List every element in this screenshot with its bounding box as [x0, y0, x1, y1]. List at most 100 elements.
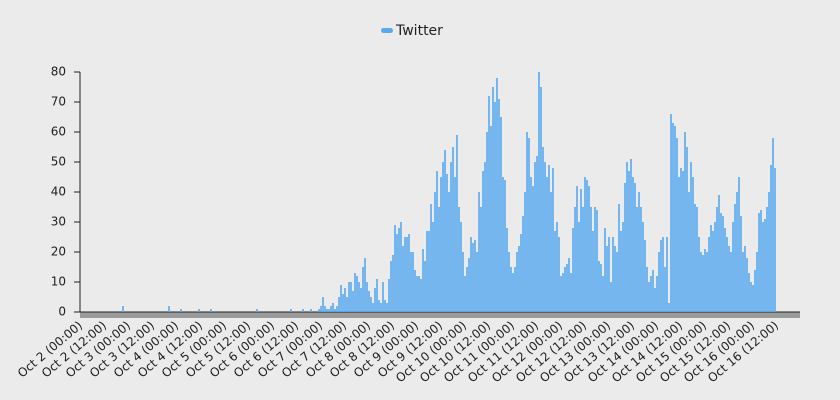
bar — [642, 222, 644, 312]
y-tick-label: 70 — [51, 95, 66, 109]
bar — [366, 282, 368, 312]
bar — [362, 267, 364, 312]
bar — [590, 207, 592, 312]
bar — [418, 276, 420, 312]
bar — [384, 300, 386, 312]
bar — [322, 297, 324, 312]
bar — [458, 207, 460, 312]
bar — [434, 192, 436, 312]
bar — [618, 204, 620, 312]
bar — [478, 192, 480, 312]
bar — [536, 156, 538, 312]
bar — [744, 246, 746, 312]
bar — [656, 276, 658, 312]
bar — [554, 231, 556, 312]
bar — [698, 237, 700, 312]
bar — [644, 240, 646, 312]
bar — [598, 261, 600, 312]
bar — [676, 138, 678, 312]
bar — [432, 222, 434, 312]
bar — [570, 273, 572, 312]
bar — [768, 192, 770, 312]
bar — [654, 288, 656, 312]
bar — [442, 162, 444, 312]
bar — [486, 132, 488, 312]
bar — [328, 309, 330, 312]
bar — [718, 195, 720, 312]
bar — [620, 231, 622, 312]
bar — [372, 303, 374, 312]
bar — [338, 297, 340, 312]
bar — [498, 99, 500, 312]
bar — [516, 252, 518, 312]
bar — [406, 237, 408, 312]
bar — [364, 258, 366, 312]
bar — [762, 222, 764, 312]
bar — [494, 102, 496, 312]
bar — [474, 240, 476, 312]
bar — [290, 309, 292, 312]
y-tick-label: 10 — [51, 275, 66, 289]
bar — [402, 246, 404, 312]
bar — [538, 72, 540, 312]
bar — [612, 237, 614, 312]
bar — [476, 252, 478, 312]
bar — [332, 303, 334, 312]
bar — [602, 276, 604, 312]
bar — [688, 192, 690, 312]
bar — [648, 282, 650, 312]
bar — [378, 300, 380, 312]
bar — [730, 252, 732, 312]
bar — [392, 255, 394, 312]
bar — [748, 273, 750, 312]
bar — [522, 216, 524, 312]
bar — [572, 228, 574, 312]
bar — [726, 237, 728, 312]
bar — [324, 306, 326, 312]
bar — [396, 234, 398, 312]
bar — [122, 306, 124, 312]
bar — [382, 282, 384, 312]
bar — [444, 150, 446, 312]
bar — [460, 222, 462, 312]
bar — [632, 177, 634, 312]
bar — [702, 255, 704, 312]
bar — [354, 273, 356, 312]
bar — [470, 237, 472, 312]
bar — [666, 237, 668, 312]
bar — [502, 177, 504, 312]
bar — [386, 303, 388, 312]
bar — [646, 267, 648, 312]
y-tick-label: 50 — [51, 155, 66, 169]
bar — [728, 246, 730, 312]
bar — [480, 207, 482, 312]
bar — [690, 162, 692, 312]
bar — [600, 264, 602, 312]
bar — [716, 207, 718, 312]
bar — [596, 210, 598, 312]
bar — [448, 192, 450, 312]
bar — [594, 207, 596, 312]
bar — [568, 258, 570, 312]
bar — [410, 252, 412, 312]
bar — [358, 282, 360, 312]
bar — [700, 252, 702, 312]
bar — [580, 189, 582, 312]
bar — [650, 276, 652, 312]
bar — [578, 222, 580, 312]
y-tick-label: 20 — [51, 245, 66, 259]
bar — [586, 180, 588, 312]
bar — [686, 147, 688, 312]
bar — [706, 252, 708, 312]
bar — [772, 138, 774, 312]
bar — [430, 204, 432, 312]
bar — [560, 276, 562, 312]
bar — [758, 213, 760, 312]
bar — [490, 126, 492, 312]
bar — [604, 228, 606, 312]
bar — [576, 186, 578, 312]
bar — [606, 246, 608, 312]
y-tick-label: 40 — [51, 185, 66, 199]
bar — [518, 246, 520, 312]
bar — [670, 114, 672, 312]
